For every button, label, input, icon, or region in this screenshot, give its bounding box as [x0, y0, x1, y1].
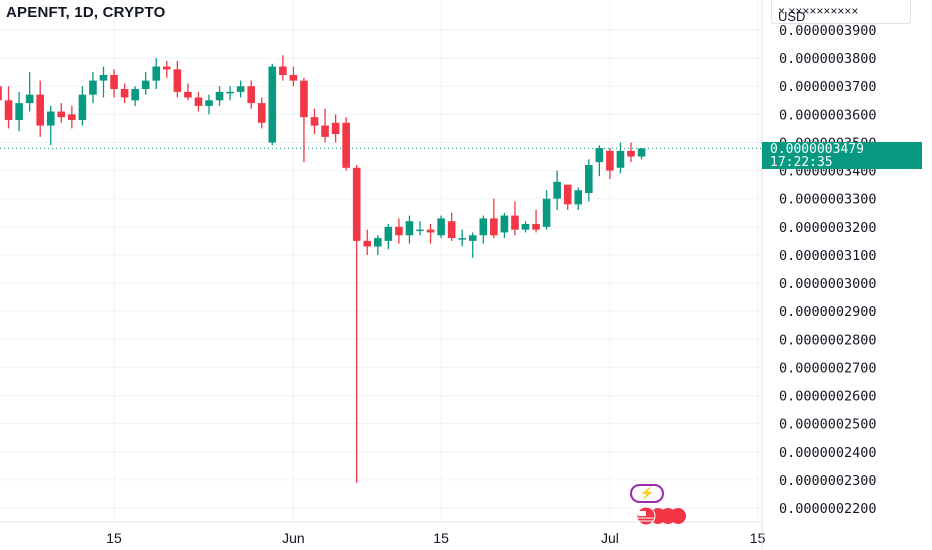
candle-body [279, 66, 287, 75]
y-tick-label: 0.0000003900 [779, 23, 877, 39]
candle-body [352, 167, 361, 241]
candle-body [310, 117, 319, 126]
candle-body [458, 238, 466, 240]
y-tick-label: 0.0000002800 [779, 332, 877, 348]
candle-body [300, 80, 308, 118]
candle-body [226, 91, 234, 94]
symbol-title[interactable]: APENFT, 1D, CRYPTO [6, 4, 166, 21]
candle-body [374, 238, 382, 247]
candle-body [521, 224, 530, 230]
candle-body [606, 150, 614, 171]
y-tick-label: 0.0000003600 [779, 107, 877, 123]
candle-body [184, 91, 192, 98]
candle-body [627, 150, 635, 157]
y-tick-label: 0.0000003100 [779, 248, 877, 264]
y-tick-label: 0.0000002900 [779, 304, 877, 320]
candle-body [194, 97, 203, 106]
candle-body [426, 229, 435, 233]
candle-body [468, 235, 477, 241]
candle-body [563, 184, 572, 205]
candle-body [46, 111, 55, 126]
candle-body [342, 122, 350, 168]
candle-body [447, 221, 456, 239]
candle-body [152, 66, 161, 81]
candle-body [36, 94, 44, 126]
y-tick-label: 0.0000003200 [779, 220, 877, 236]
y-tick-label: 0.0000002400 [779, 445, 877, 461]
candle-body [595, 148, 604, 163]
x-tick-label: 15 [750, 530, 766, 546]
us-flag-icon[interactable] [626, 506, 690, 526]
candle-body [585, 164, 593, 194]
candle-body [437, 218, 445, 236]
candle-body [511, 215, 519, 230]
y-tick-label: 0.0000003800 [779, 51, 877, 67]
candle-body [479, 218, 488, 236]
candle-body [574, 190, 583, 205]
y-tick-label: 0.0000002700 [779, 360, 877, 376]
last-price-tag: 0.0000003479 17:22:35 [762, 142, 922, 169]
candle-body [0, 86, 2, 101]
y-tick-label: 0.0000002200 [779, 501, 877, 517]
bar-countdown: 17:22:35 [770, 155, 833, 170]
candle-body [363, 240, 372, 247]
candle-body [141, 80, 150, 90]
candle-body [173, 69, 182, 92]
candle-body [68, 114, 76, 120]
scribbled-text: × ×××××××××× [778, 4, 859, 18]
candle-body [490, 218, 498, 236]
candle-body [384, 226, 393, 241]
x-tick-label: Jul [601, 530, 619, 546]
y-tick-label: 0.0000003700 [779, 79, 877, 95]
x-tick-label: Jun [282, 530, 305, 546]
candle-body [57, 111, 66, 118]
candle-body [321, 125, 329, 137]
x-tick-label: 15 [106, 530, 122, 546]
currency-label: USD [778, 9, 806, 24]
candle-body [395, 226, 403, 236]
y-tick-label: 0.0000002600 [779, 389, 877, 405]
candle-body [15, 103, 23, 120]
candle-body [637, 148, 646, 157]
y-tick-label: 0.0000003300 [779, 192, 877, 208]
y-tick-label: 0.0000003000 [779, 276, 877, 292]
candle-body [257, 103, 266, 123]
y-tick-label: 0.0000002300 [779, 473, 877, 489]
candle-body [405, 221, 414, 236]
candle-body [99, 74, 108, 81]
candle-body [289, 74, 298, 81]
candle-body [542, 198, 551, 227]
candle-body [163, 66, 171, 70]
candle-body [500, 215, 509, 233]
candle-body [331, 122, 340, 135]
candle-body [236, 86, 245, 92]
candle-body [247, 86, 255, 104]
candle-body [268, 66, 277, 143]
candle-body [131, 89, 139, 101]
candle-body [78, 94, 87, 120]
candle-body [120, 89, 129, 98]
candle-body [25, 94, 34, 104]
candle-body [205, 100, 213, 106]
currency-unit-selector[interactable]: × ×××××××××× USD [771, 0, 911, 24]
y-tick-label: 0.0000002500 [779, 417, 877, 433]
last-price-value: 0.0000003479 [770, 142, 864, 157]
candle-body [553, 181, 561, 199]
candle-body [215, 91, 224, 101]
lightning-icon[interactable]: ⚡ [630, 484, 664, 503]
candle-body [616, 150, 625, 168]
candle-body [532, 224, 540, 230]
candle-body [110, 74, 118, 90]
x-tick-label: 15 [433, 530, 449, 546]
candle-body [4, 100, 13, 120]
candle-body [89, 80, 97, 95]
candle-body [416, 229, 424, 232]
